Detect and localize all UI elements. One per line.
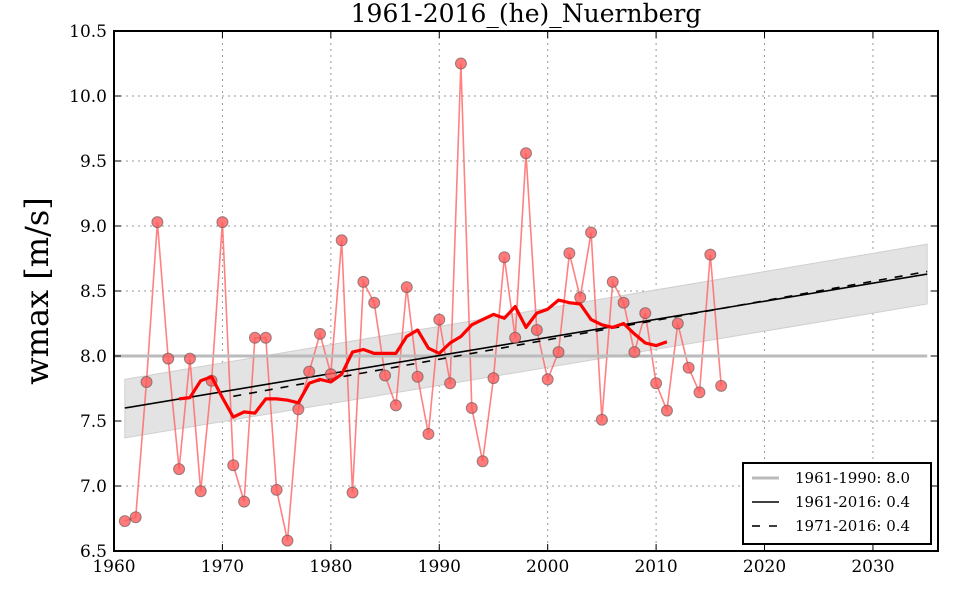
series-layer — [114, 63, 928, 541]
data-point — [422, 428, 435, 440]
data-point — [563, 247, 576, 260]
data-point — [639, 307, 652, 320]
trend-line-1971-2016 — [233, 270, 928, 398]
data-point — [346, 486, 359, 499]
data-point — [162, 352, 175, 365]
data-point — [693, 386, 706, 399]
points-layer — [118, 57, 728, 547]
y-tick-label: 9.0 — [80, 217, 107, 237]
trend-line-1961-2016 — [124, 273, 928, 409]
x-tick-label: 1980 — [309, 557, 352, 577]
data-point — [248, 331, 261, 344]
data-point — [682, 361, 695, 374]
data-point — [227, 459, 240, 472]
data-point — [151, 216, 164, 229]
data-point — [259, 331, 272, 344]
y-tick-label: 9.5 — [80, 152, 107, 172]
data-point — [194, 485, 207, 498]
data-point — [715, 379, 728, 392]
x-tick-label: 2000 — [526, 557, 569, 577]
data-point — [650, 377, 663, 390]
data-point — [660, 404, 673, 417]
data-point — [357, 275, 370, 288]
data-point — [520, 147, 532, 160]
data-point — [129, 511, 142, 524]
x-tick-label: 2030 — [851, 557, 894, 577]
y-tick-label: 7.0 — [80, 477, 107, 497]
legend-label-solid: 1961-2016: 0.4 — [795, 493, 910, 511]
data-point — [292, 403, 305, 416]
data-point — [465, 402, 478, 414]
legend-label-baseline: 1961-1990: 8.0 — [795, 469, 910, 487]
data-point — [411, 370, 424, 383]
y-tick-label: 10.0 — [69, 87, 107, 107]
y-tick-label: 10.5 — [69, 22, 107, 42]
y-tick-label: 7.5 — [80, 412, 107, 432]
data-point — [552, 346, 565, 359]
x-tick-label: 2020 — [743, 557, 786, 577]
data-point — [314, 327, 326, 340]
data-point — [444, 377, 457, 390]
data-point — [335, 234, 348, 247]
data-point — [118, 515, 131, 528]
data-point — [281, 534, 294, 547]
y-tick-label: 8.5 — [80, 282, 107, 302]
data-point — [140, 376, 153, 388]
x-tick-label: 2010 — [634, 557, 677, 577]
data-point — [606, 275, 619, 288]
running-mean-line — [178, 298, 668, 419]
x-tick-label: 1960 — [92, 557, 135, 577]
data-point — [379, 369, 392, 382]
y-tick-label: 6.5 — [80, 542, 107, 562]
data-point — [498, 251, 511, 264]
data-point — [541, 373, 554, 386]
data-point — [628, 346, 641, 359]
data-point — [476, 455, 489, 468]
data-point — [216, 216, 229, 229]
data-point — [585, 226, 598, 239]
y-axis-label: wmax [m/s] — [18, 197, 56, 385]
data-point — [595, 413, 608, 426]
data-point — [487, 372, 500, 385]
data-point — [509, 331, 522, 344]
legend-label-dashed: 1971-2016: 0.4 — [795, 517, 910, 535]
legend: 1961-1990: 8.0 1961-2016: 0.4 1971-2016:… — [742, 462, 932, 545]
data-point — [368, 296, 381, 309]
data-point — [433, 313, 446, 326]
y-tick-label: 8.0 — [80, 347, 107, 367]
data-point — [530, 324, 543, 336]
data-point — [238, 495, 251, 508]
x-tick-label: 1990 — [418, 557, 461, 577]
data-point — [574, 291, 587, 304]
data-point — [704, 248, 717, 261]
data-point — [270, 483, 283, 496]
x-tick-label: 1970 — [201, 557, 244, 577]
data-point — [324, 368, 337, 381]
data-point — [303, 365, 316, 378]
data-point — [173, 463, 186, 476]
data-point — [454, 57, 467, 70]
data-point — [400, 281, 413, 294]
data-point — [389, 399, 402, 412]
ticks-layer: 1960 1970 1980 1990 2000 2010 2020 2030 6.5 7.0 7.… — [69, 22, 938, 577]
data-point — [617, 296, 630, 309]
data-point — [671, 317, 684, 330]
data-point — [183, 352, 196, 365]
chart-title: 1961-2016_(he)_Nuernberg — [351, 0, 702, 28]
